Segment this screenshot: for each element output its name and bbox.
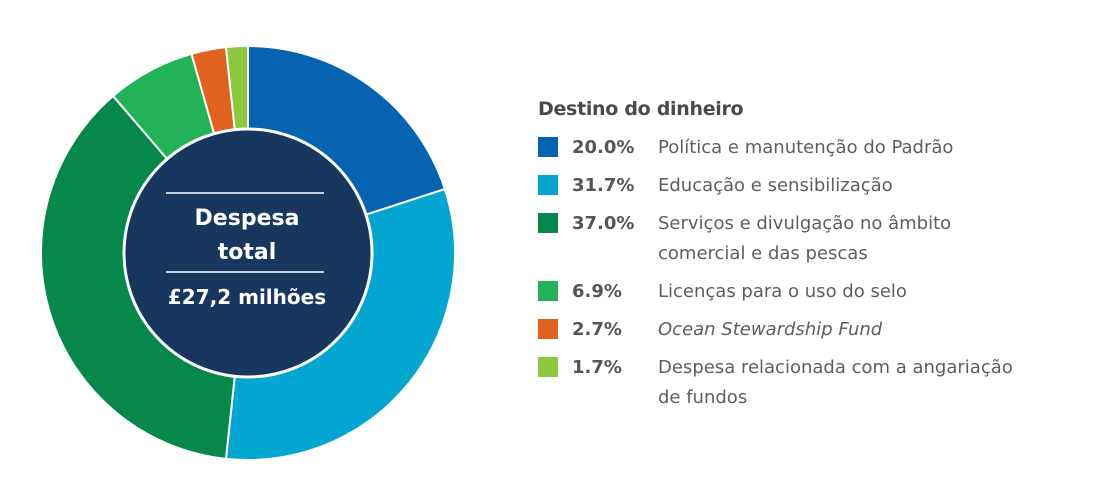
legend-percent: 2.7%: [572, 319, 622, 340]
donut-chart: Despesa total £27,2 milhões: [40, 44, 456, 461]
legend-item: 37.0% Serviços e divulgação no âmbito com…: [538, 209, 1018, 269]
legend-item: 31.7% Educação e sensibilização: [538, 171, 1018, 201]
legend-label: Política e manutenção do Padrão: [658, 137, 954, 158]
legend-swatch: [538, 319, 558, 339]
legend-percent: 6.9%: [572, 281, 622, 302]
legend-label: Ocean Stewardship Fund: [658, 319, 883, 340]
center-label-line2: total: [218, 240, 277, 265]
center-circle: [122, 127, 374, 379]
legend-item: 2.7% Ocean Stewardship Fund: [538, 315, 1018, 345]
legend-percent: 1.7%: [572, 357, 622, 378]
center-label-line1: Despesa: [195, 206, 300, 231]
legend-label: Educação e sensibilização: [658, 175, 893, 196]
legend-label: Licenças para o uso do selo: [658, 281, 907, 302]
legend-percent: 20.0%: [572, 137, 635, 158]
legend-item: 6.9% Licenças para o uso do selo: [538, 277, 1018, 307]
legend-swatch: [538, 281, 558, 301]
legend-item: 1.7% Despesa relacionada com a angariação…: [538, 353, 1018, 413]
legend: Destino do dinheiro 20.0% Política e manu…: [538, 98, 1018, 421]
legend-label: Despesa relacionada com a angariação de …: [658, 357, 1013, 408]
legend-percent: 31.7%: [572, 175, 635, 196]
legend-label: Serviços e divulgação no âmbito comercia…: [658, 213, 952, 264]
legend-swatch: [538, 137, 558, 157]
legend-title: Destino do dinheiro: [538, 98, 744, 120]
center-amount: £27,2 milhões: [168, 285, 326, 309]
legend-item: 20.0% Política e manutenção do Padrão: [538, 133, 1018, 163]
legend-percent: 37.0%: [572, 213, 635, 234]
legend-swatch: [538, 357, 558, 377]
legend-swatch: [538, 175, 558, 195]
legend-swatch: [538, 213, 558, 233]
